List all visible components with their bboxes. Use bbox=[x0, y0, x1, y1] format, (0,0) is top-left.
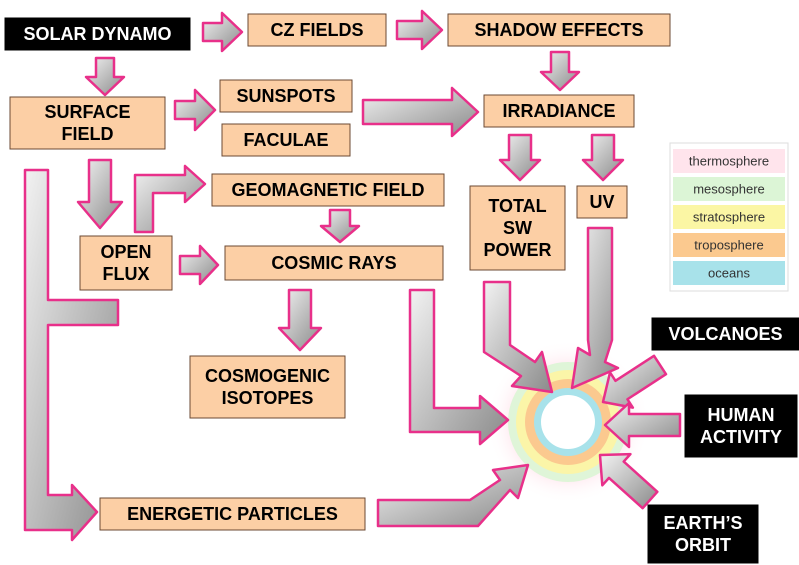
node-label: GEOMAGNETIC FIELD bbox=[232, 180, 425, 200]
node: UV bbox=[577, 186, 627, 218]
node-label: COSMOGENIC bbox=[205, 366, 330, 386]
node-label: SHADOW EFFECTS bbox=[475, 20, 644, 40]
arrow bbox=[203, 13, 242, 51]
node-label: ACTIVITY bbox=[700, 427, 782, 447]
node: SUNSPOTS bbox=[220, 80, 352, 112]
node-label: SURFACE bbox=[44, 102, 130, 122]
arrow bbox=[583, 135, 623, 180]
node: IRRADIANCE bbox=[484, 95, 634, 127]
node-label: ORBIT bbox=[675, 535, 731, 555]
arrow bbox=[378, 465, 528, 526]
node: COSMIC RAYS bbox=[225, 246, 443, 280]
arrow bbox=[279, 290, 321, 350]
node-label: ISOTOPES bbox=[222, 388, 314, 408]
node: GEOMAGNETIC FIELD bbox=[212, 174, 444, 206]
node: VOLCANOES bbox=[652, 318, 799, 350]
node-label: COSMIC RAYS bbox=[271, 253, 396, 273]
arrow bbox=[135, 166, 205, 232]
node: FACULAE bbox=[222, 124, 350, 156]
legend-label: mesosphere bbox=[693, 181, 765, 196]
arrow bbox=[484, 282, 552, 392]
arrow bbox=[86, 58, 124, 95]
diagram: thermosphere mesosphere stratosphere tropos… bbox=[0, 0, 799, 565]
node-label: ENERGETIC PARTICLES bbox=[127, 504, 338, 524]
node: SHADOW EFFECTS bbox=[448, 14, 670, 46]
arrow bbox=[25, 170, 118, 540]
node-label: HUMAN bbox=[708, 405, 775, 425]
node-label: OPEN bbox=[100, 242, 151, 262]
node-label: UV bbox=[589, 192, 614, 212]
node-label: SOLAR DYNAMO bbox=[24, 24, 172, 44]
legend: thermosphere mesosphere stratosphere tropos… bbox=[670, 143, 788, 291]
arrow bbox=[363, 88, 478, 136]
legend-label: stratosphere bbox=[693, 209, 765, 224]
node: CZ FIELDS bbox=[248, 14, 386, 46]
arrow bbox=[175, 90, 215, 130]
node-label: IRRADIANCE bbox=[502, 101, 615, 121]
arrow bbox=[541, 52, 579, 90]
arrow bbox=[572, 228, 618, 388]
node-label: FACULAE bbox=[244, 130, 329, 150]
node-label: SW bbox=[503, 218, 532, 238]
legend-label: oceans bbox=[708, 265, 750, 280]
node-label: POWER bbox=[483, 240, 551, 260]
node-label: FLUX bbox=[103, 264, 150, 284]
arrow bbox=[500, 135, 540, 180]
node: ENERGETIC PARTICLES bbox=[100, 498, 365, 530]
arrow bbox=[397, 11, 442, 49]
node-label: TOTAL bbox=[488, 196, 546, 216]
legend-label: troposphere bbox=[694, 237, 763, 252]
node-label: CZ FIELDS bbox=[271, 20, 364, 40]
node-label: FIELD bbox=[62, 124, 114, 144]
arrow bbox=[321, 210, 359, 242]
legend-label: thermosphere bbox=[689, 153, 769, 168]
node: SOLAR DYNAMO bbox=[5, 18, 190, 50]
node-label: VOLCANOES bbox=[668, 324, 782, 344]
arrow bbox=[78, 160, 122, 228]
node-label: SUNSPOTS bbox=[236, 86, 335, 106]
arrow bbox=[180, 246, 218, 284]
node-label: EARTH’S bbox=[663, 513, 742, 533]
